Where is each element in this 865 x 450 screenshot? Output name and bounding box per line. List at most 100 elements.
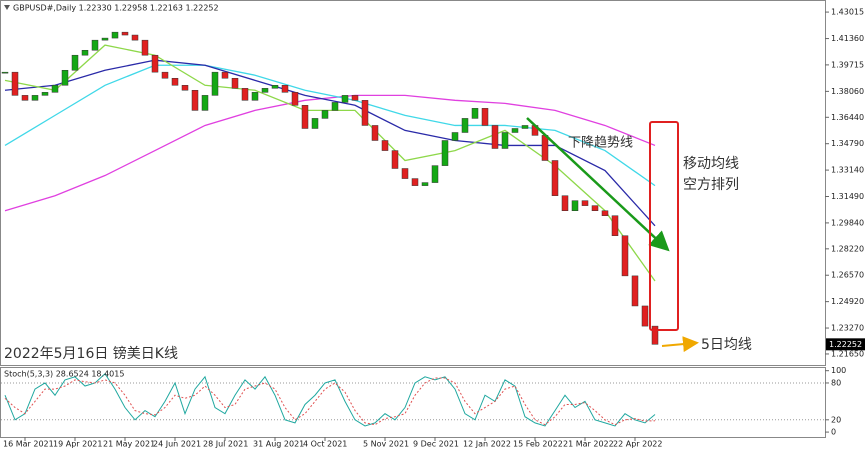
candle-body xyxy=(91,39,99,51)
candle-body xyxy=(221,71,229,79)
candle-body xyxy=(651,325,659,345)
candle-body xyxy=(161,71,169,79)
y-tick-label: 1.29840 xyxy=(831,218,864,227)
candle-body xyxy=(181,85,189,91)
moving-average xyxy=(4,64,656,187)
candle-body xyxy=(281,85,289,93)
candle-body xyxy=(251,92,259,101)
candle-body xyxy=(391,150,399,169)
candle-body xyxy=(131,34,139,41)
y-tick-label: 1.39715 xyxy=(831,60,864,69)
candle-body xyxy=(261,88,269,93)
candle-body xyxy=(341,95,349,103)
candle-body xyxy=(211,71,219,96)
candle-body xyxy=(291,92,299,106)
candle-body xyxy=(141,39,149,56)
ma5-arrow xyxy=(661,336,699,353)
last-price-label: 1.22252 xyxy=(829,340,862,349)
ma-label: 空方排列 xyxy=(683,177,739,193)
candle-body xyxy=(621,235,629,277)
candle-body xyxy=(81,49,89,56)
candle-body xyxy=(441,140,449,166)
candle-body xyxy=(351,95,359,101)
ma-box xyxy=(649,121,679,331)
ma5-label: 5日均线 xyxy=(701,337,752,353)
y-tick-label: 1.38060 xyxy=(831,87,864,96)
candle-body xyxy=(641,305,649,327)
x-tick-label: 24 Jun 2021 xyxy=(153,440,201,449)
x-tick-label: 21 May 2021 xyxy=(103,440,155,449)
moving-average xyxy=(4,94,656,212)
candle-body xyxy=(151,54,159,73)
caption: 2022年5月16日 镑美日K线 xyxy=(4,346,178,362)
x-tick-label: 19 Apr 2021 xyxy=(53,440,102,449)
candle-body xyxy=(421,182,429,186)
last-price-tag xyxy=(826,338,865,351)
candle-body xyxy=(271,85,279,89)
trend-arrow xyxy=(526,117,670,252)
candle-body xyxy=(381,140,389,151)
x-tick-label: 31 Aug 2021 xyxy=(253,440,304,449)
x-tick-label: 4 Oct 2021 xyxy=(303,440,347,449)
y-tick-label: 1.21650 xyxy=(831,349,864,358)
candle-body xyxy=(321,110,329,119)
candle-body xyxy=(461,118,469,133)
candle-body xyxy=(591,205,599,211)
header-icon xyxy=(4,5,10,10)
candle-body xyxy=(431,165,439,183)
candle-body xyxy=(171,77,179,86)
candle-body xyxy=(581,200,589,206)
candle-body xyxy=(241,88,249,101)
candle-body xyxy=(231,77,239,89)
x-tick-label: 21 Mar 2022 xyxy=(563,440,614,449)
candle-body xyxy=(551,160,559,196)
candle-body xyxy=(561,195,569,211)
y-tick-label: 1.24920 xyxy=(831,297,864,306)
x-tick-label: 16 Mar 2021 xyxy=(3,440,54,449)
candle-body xyxy=(611,215,619,236)
candle-body xyxy=(371,125,379,141)
y-tick-label: 1.43015 xyxy=(831,8,864,17)
y-tick-label: 1.33140 xyxy=(831,166,864,175)
ma-label: 移动均线 xyxy=(683,156,739,172)
candle-body xyxy=(71,54,79,71)
candle-body xyxy=(411,178,419,186)
candle-body xyxy=(571,200,579,211)
candle-body xyxy=(121,31,129,36)
y-tick-label: 1.28220 xyxy=(831,244,864,253)
trend-label: 下降趋势线 xyxy=(568,135,633,151)
x-tick-label: 22 Apr 2022 xyxy=(613,440,662,449)
y-tick-label: 1.41360 xyxy=(831,34,864,43)
candle-body xyxy=(111,31,119,39)
candle-body xyxy=(541,135,549,161)
y-tick-label: 1.26570 xyxy=(831,271,864,280)
y-tick-label: 1.36440 xyxy=(831,113,864,122)
x-tick-label: 15 Feb 2022 xyxy=(513,440,563,449)
y-tick-label: 1.34790 xyxy=(831,139,864,148)
stoch-panel xyxy=(0,367,826,438)
candle-body xyxy=(481,108,489,126)
candle-body xyxy=(191,89,199,111)
candle-body xyxy=(601,210,609,216)
candle-body xyxy=(11,71,19,96)
candle-body xyxy=(331,102,339,111)
candle-body xyxy=(41,92,49,96)
candle-body xyxy=(311,118,319,129)
candle-body xyxy=(471,108,479,119)
y-tick-label: 20 xyxy=(831,415,841,424)
candle-body xyxy=(521,125,529,129)
candle-body xyxy=(201,95,209,111)
candle-body xyxy=(361,100,369,126)
y-tick-label: 1.31490 xyxy=(831,192,864,201)
candle-body xyxy=(491,125,499,149)
candle-body xyxy=(31,95,39,101)
candle-body xyxy=(51,85,59,93)
y-tick-label: 1.23270 xyxy=(831,324,864,333)
stoch-line xyxy=(4,372,656,427)
y-tick-label: 100 xyxy=(831,366,846,375)
candle-body xyxy=(501,132,509,149)
candle-body xyxy=(21,95,29,101)
candle-body xyxy=(101,37,109,41)
